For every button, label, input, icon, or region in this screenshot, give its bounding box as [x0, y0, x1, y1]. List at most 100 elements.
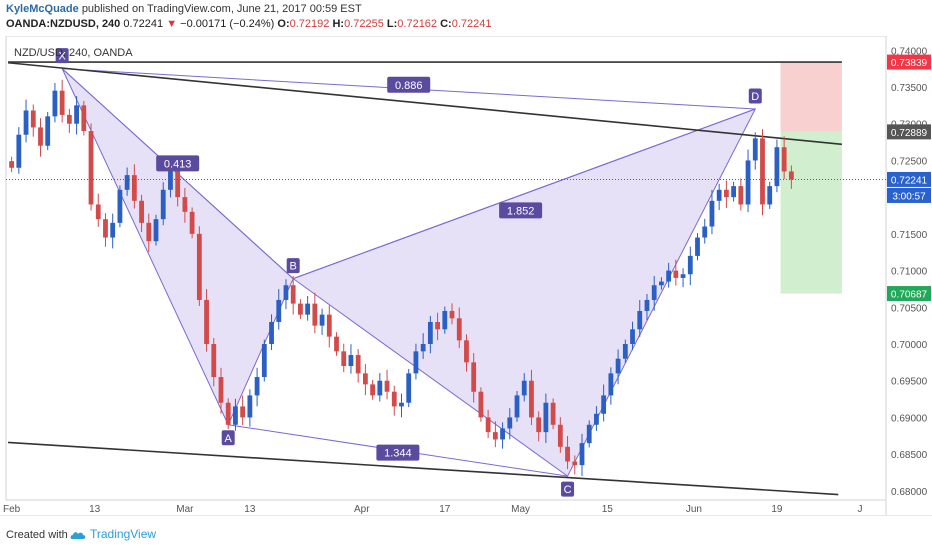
candle [745, 149, 751, 213]
candle [23, 99, 29, 143]
svg-text:B: B [290, 261, 297, 273]
candle [233, 398, 238, 431]
x-tick-label: Mar [176, 504, 194, 515]
x-tick-label: Feb [3, 504, 21, 515]
candle [290, 276, 296, 315]
candle [16, 127, 22, 174]
candle [702, 218, 708, 244]
tradingview-logo-text: TradingView [90, 527, 157, 541]
ratio-label: 1.344 [376, 444, 420, 461]
candle [74, 96, 79, 135]
candle [52, 83, 58, 123]
x-tick-label: Apr [354, 504, 370, 515]
y-tick-label: 0.69000 [891, 413, 928, 424]
high-label: H: [332, 18, 345, 30]
candle [38, 118, 43, 157]
candle [492, 421, 498, 448]
svg-text:0.886: 0.886 [395, 80, 423, 92]
candle [760, 129, 765, 216]
y-tick-label: 0.68500 [891, 450, 928, 461]
candle [254, 367, 260, 407]
close-value: 0.72241 [451, 18, 492, 30]
pattern-point-b: B [286, 258, 300, 274]
y-tick-label: 0.70000 [891, 340, 928, 351]
tradingview-cloud-icon [70, 532, 86, 539]
y-tick-label: 0.74000 [891, 46, 928, 57]
candle [211, 337, 217, 387]
candle [680, 268, 686, 288]
x-tick-label: Jun [686, 504, 702, 515]
candle [637, 300, 643, 337]
author-link[interactable]: KyleMcQuade [6, 3, 79, 15]
candle [586, 420, 592, 448]
pattern-point-c: C [561, 481, 575, 497]
price-axis-label: 0.72889 [887, 124, 931, 140]
svg-text:0.413: 0.413 [164, 158, 192, 170]
candle [276, 289, 282, 330]
candle [485, 409, 491, 439]
candle [225, 398, 231, 430]
y-tick-label: 0.72500 [891, 156, 928, 167]
candle [326, 305, 332, 348]
candle [9, 156, 15, 173]
pattern-point-d: D [748, 88, 762, 104]
candle [124, 167, 130, 196]
candle [30, 104, 36, 137]
take-profit-zone [780, 131, 842, 294]
trendline-1[interactable] [7, 61, 842, 146]
candle [622, 339, 628, 364]
candle [189, 207, 195, 239]
candle [543, 393, 549, 443]
candle [406, 368, 412, 408]
candle [204, 289, 209, 352]
candle [666, 262, 672, 288]
plot-area [5, 36, 887, 501]
candle [601, 384, 607, 422]
candle [550, 398, 556, 430]
candle [88, 123, 94, 211]
candle [348, 344, 354, 374]
ratio-label: 0.886 [387, 76, 431, 93]
svg-text:A: A [225, 433, 233, 445]
pattern-point-a: A [221, 430, 235, 446]
y-tick-label: 0.71500 [891, 230, 928, 241]
candle [362, 364, 368, 396]
candle [709, 189, 715, 235]
symbol-label: OANDA:NZDUSD, 240 [6, 18, 121, 30]
candle [579, 433, 585, 477]
ohlc-legend: OANDA:NZDUSD, 240 0.72241 ▼ −0.00171 (−0… [6, 18, 491, 30]
candle [146, 213, 152, 253]
candle [269, 314, 274, 351]
candle [305, 295, 311, 321]
candle [716, 183, 722, 211]
candle [298, 299, 303, 320]
candle [182, 187, 188, 223]
candle [723, 180, 729, 209]
tradingview-logo[interactable]: TradingView [70, 527, 156, 541]
x-tick-label: 13 [244, 504, 256, 515]
price-axis-label: 0.72241 [887, 171, 931, 187]
candle [673, 259, 679, 286]
candle [471, 353, 477, 403]
x-tick-label: 15 [602, 504, 614, 515]
last-price: 0.72241 [123, 18, 164, 30]
chart-title: NZD/USD, 240, OANDA [14, 47, 133, 59]
open-label: O: [277, 18, 290, 30]
candle [521, 373, 527, 402]
candle [196, 226, 202, 306]
y-tick-label: 0.70500 [891, 303, 928, 314]
price-chart[interactable]: X A B C D 0.886 0.413 1.852 1.344 0.74000 0.7350… [0, 36, 932, 515]
price-axis[interactable] [886, 36, 932, 500]
trendline-2[interactable] [7, 441, 839, 496]
candle [59, 79, 65, 123]
x-tick-label: J [857, 504, 862, 515]
svg-text:1.852: 1.852 [507, 205, 535, 217]
svg-text:0.72241: 0.72241 [891, 175, 928, 186]
candle [572, 455, 578, 475]
candle [442, 306, 448, 334]
candle [659, 277, 664, 290]
candle [399, 393, 404, 418]
candle [95, 193, 101, 227]
x-tick-label: May [511, 504, 530, 515]
footer: Created with TradingView [0, 515, 932, 551]
